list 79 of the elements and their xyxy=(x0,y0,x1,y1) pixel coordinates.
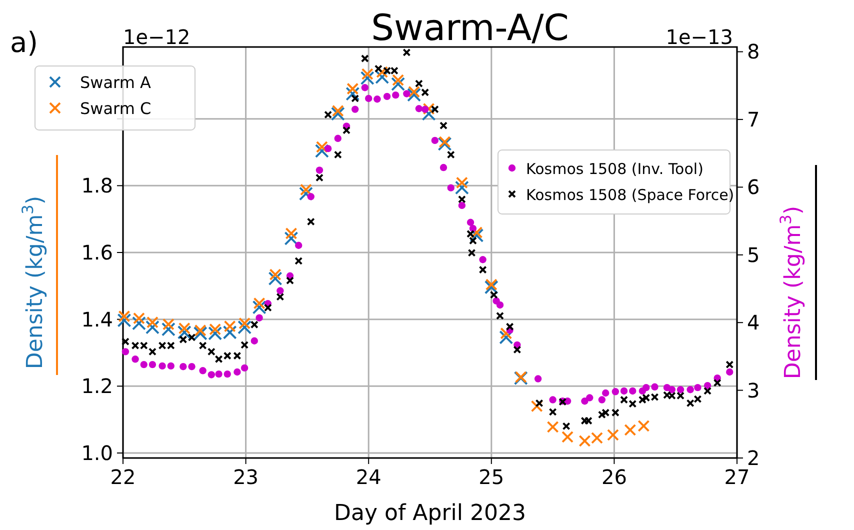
point xyxy=(392,74,404,86)
point xyxy=(530,400,543,412)
point xyxy=(438,136,451,148)
y2-tick-label: 8 xyxy=(747,40,760,64)
legend-label: Swarm A xyxy=(80,73,152,92)
x-tick-label: 26 xyxy=(601,465,627,489)
legend-label: Kosmos 1508 (Space Force) xyxy=(526,186,734,204)
annotation: 1e−12 xyxy=(123,25,190,49)
x-tick-label: 24 xyxy=(356,465,382,489)
point xyxy=(252,300,266,314)
legend-label: Swarm C xyxy=(80,99,152,118)
y2-tick-label: 2 xyxy=(747,446,760,470)
y-tick-label: 1.2 xyxy=(81,374,113,398)
point xyxy=(269,268,282,281)
y2-tick-label: 5 xyxy=(747,242,760,267)
point xyxy=(454,180,469,195)
point xyxy=(470,226,483,238)
point xyxy=(346,82,359,95)
point xyxy=(132,316,146,330)
point xyxy=(485,278,498,291)
point xyxy=(209,323,222,336)
point xyxy=(361,68,374,80)
y2-tick-label: 7 xyxy=(747,107,760,132)
point xyxy=(391,77,406,92)
point xyxy=(332,104,344,117)
point xyxy=(194,324,206,336)
x-tick-label: 23 xyxy=(233,465,259,489)
point xyxy=(408,86,420,98)
y2-tick-label: 6 xyxy=(747,175,760,200)
point xyxy=(284,231,298,246)
x-tick-label: 27 xyxy=(724,465,750,489)
point xyxy=(499,330,514,344)
point xyxy=(238,320,252,334)
point xyxy=(606,428,619,441)
chart-title: Swarm-A/C xyxy=(371,8,569,49)
point xyxy=(456,176,468,189)
point xyxy=(500,327,512,340)
point xyxy=(146,316,158,328)
point xyxy=(132,312,145,324)
point xyxy=(438,136,452,151)
point xyxy=(330,106,345,121)
point xyxy=(162,318,174,330)
point xyxy=(268,272,282,286)
point xyxy=(177,325,192,340)
point xyxy=(298,186,313,201)
point xyxy=(422,106,436,121)
y2-tick-label: 4 xyxy=(747,310,760,335)
annotation: 1e−13 xyxy=(666,25,733,49)
x-tick-label: 25 xyxy=(478,465,504,489)
point xyxy=(422,102,435,115)
point xyxy=(624,424,636,436)
point xyxy=(178,322,190,334)
point xyxy=(300,184,312,196)
legend-label: Kosmos 1508 (Inv. Tool) xyxy=(526,160,704,178)
x-tick-label: 22 xyxy=(110,465,136,489)
point xyxy=(118,310,130,322)
y-tick-label: 1.0 xyxy=(81,440,113,465)
point xyxy=(407,88,422,102)
point xyxy=(145,320,160,334)
point xyxy=(316,140,328,153)
point xyxy=(546,420,559,433)
point xyxy=(470,228,484,242)
point xyxy=(638,420,650,432)
point xyxy=(285,227,298,240)
point xyxy=(346,86,360,101)
y-tick-label: 1.8 xyxy=(81,174,113,198)
point xyxy=(484,280,498,294)
point xyxy=(562,430,574,443)
point xyxy=(314,144,329,158)
point xyxy=(224,320,236,332)
x-axis-title: Day of April 2023 xyxy=(334,501,526,526)
point xyxy=(238,317,251,330)
point xyxy=(161,322,176,336)
point xyxy=(253,297,266,310)
y-tick-label: 1.6 xyxy=(81,240,113,264)
text: a) xyxy=(10,26,38,59)
point xyxy=(117,313,132,328)
y2-tick-label: 3 xyxy=(747,378,760,402)
y-tick-label: 1.4 xyxy=(81,307,113,332)
